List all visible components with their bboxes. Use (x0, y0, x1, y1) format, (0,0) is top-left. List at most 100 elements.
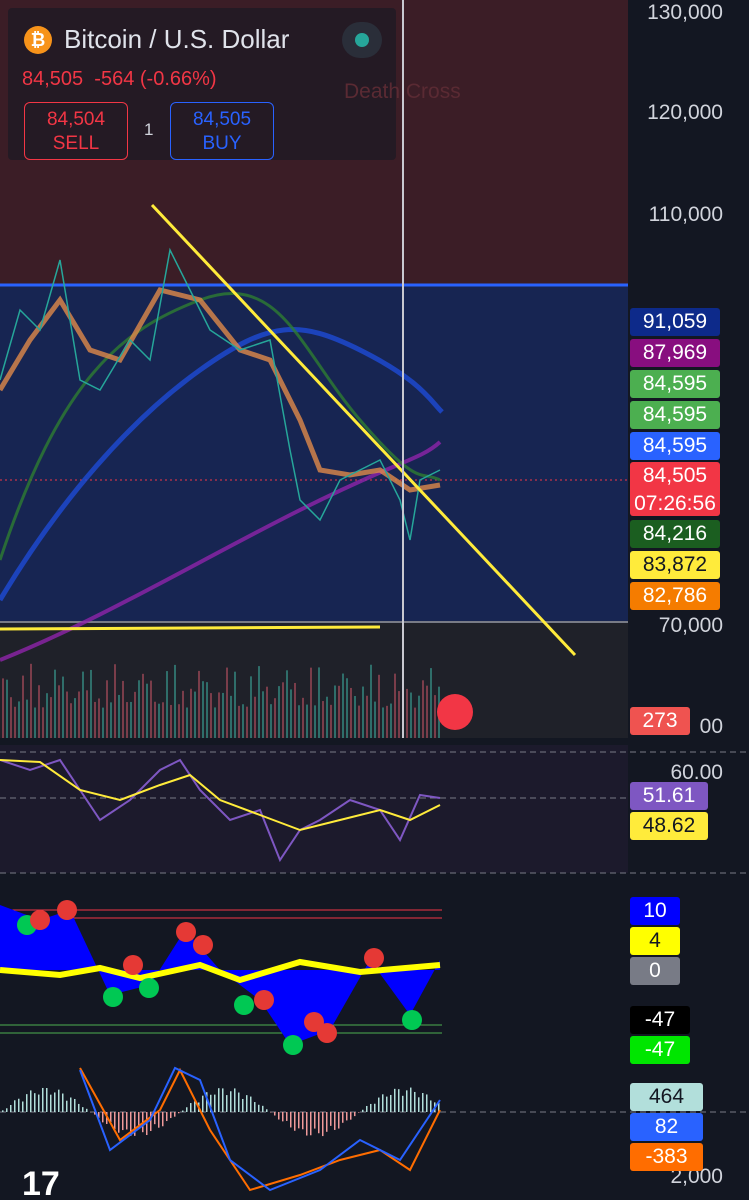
histogram-bar (58, 1089, 60, 1112)
volume-bar (190, 688, 192, 738)
histogram-bar (398, 1089, 400, 1112)
histogram-bar (234, 1088, 236, 1112)
badge-text: 0 (649, 959, 661, 982)
volume-bar (70, 703, 72, 738)
badge-time: 07:26:56 (634, 492, 716, 515)
histogram-bar (318, 1112, 320, 1134)
price-badge: -47 (630, 1036, 690, 1064)
histogram-bar (314, 1112, 316, 1129)
histogram-bar (382, 1094, 384, 1112)
badge-text: 84,216 (642, 522, 708, 545)
histogram-bar (394, 1088, 396, 1112)
volume-bar (258, 666, 260, 738)
price-badge: 10 (630, 897, 680, 925)
price-badge: 82 (630, 1113, 703, 1141)
sell-label: SELL (52, 133, 100, 154)
volume-bar (62, 676, 64, 738)
volume-bar (286, 670, 288, 738)
spread: 1 (144, 120, 154, 139)
volume-bar (410, 692, 412, 738)
histogram-bar (10, 1104, 12, 1112)
volume-bar (394, 673, 396, 738)
badge-text: 4 (649, 929, 661, 952)
volume-bar (26, 699, 28, 738)
volume-bar (298, 705, 300, 738)
histogram-bar (38, 1094, 40, 1112)
volume-bar (230, 695, 232, 738)
volume-bar (18, 701, 20, 738)
histogram-bar (194, 1101, 196, 1112)
price-badge: 84,595 (630, 401, 720, 429)
histogram-bar (366, 1105, 368, 1112)
histogram-bar (262, 1105, 264, 1112)
histogram-bar (358, 1112, 360, 1113)
volume-bar (322, 701, 324, 738)
volume-bar (46, 693, 48, 738)
histogram-bar (282, 1112, 284, 1122)
histogram-bar (238, 1092, 240, 1112)
histogram-bar (306, 1112, 308, 1136)
volume-bar (266, 686, 268, 738)
badge-text: 82,786 (642, 584, 708, 607)
volume-bar (382, 707, 384, 738)
volume-bar (154, 701, 156, 738)
histogram-bar (378, 1097, 380, 1112)
price-change: -564 (-0.66%) (94, 68, 217, 90)
coin-icon: ₿ (24, 26, 52, 54)
price-badge: -47 (630, 1006, 690, 1034)
histogram-bar (230, 1091, 232, 1112)
histogram-bar (54, 1092, 56, 1112)
volume-bar (10, 697, 12, 738)
histogram-bar (2, 1110, 4, 1112)
histogram-bar (346, 1112, 348, 1121)
histogram-bar (254, 1102, 256, 1112)
volume-bar (222, 692, 224, 738)
sell-price: 84,504 (46, 109, 106, 130)
volume-bar (302, 697, 304, 738)
volume-bar (42, 707, 44, 738)
volume-bar (346, 678, 348, 738)
histogram-bar (98, 1112, 100, 1118)
histogram-bar (322, 1112, 324, 1137)
histogram-bar (298, 1112, 300, 1129)
sell-button[interactable]: 84,504 SELL (24, 102, 128, 160)
buy-button[interactable]: 84,505 BUY (170, 102, 274, 160)
volume-bar (34, 707, 36, 738)
volume-bar (210, 693, 212, 738)
axis-label: 00 (699, 715, 723, 738)
histogram-bar (126, 1112, 128, 1130)
histogram-bar (286, 1112, 288, 1121)
histogram-bar (246, 1095, 248, 1112)
volume-bar (430, 668, 432, 738)
histogram-bar (186, 1107, 188, 1112)
last-price: 84,505 (22, 68, 84, 90)
histogram-bar (370, 1103, 372, 1112)
histogram-bar (310, 1112, 312, 1136)
price-badge: 84,595 (630, 370, 720, 398)
price-badge: 84,505 07:26:56 (630, 462, 720, 516)
volume-bar (358, 705, 360, 738)
histogram-bar (70, 1097, 72, 1112)
volume-bar (194, 691, 196, 738)
volume-bar (122, 680, 124, 738)
histogram-bar (354, 1112, 356, 1117)
volume-bar (158, 703, 160, 738)
volume-bar (94, 701, 96, 738)
market-status[interactable] (342, 22, 382, 58)
histogram-bar (430, 1100, 432, 1112)
histogram-bar (34, 1093, 36, 1112)
rsi-pane (0, 745, 628, 873)
volume-bar (330, 704, 332, 738)
ma-blue (0, 327, 444, 602)
macd-histogram (2, 1087, 440, 1137)
histogram-bar (30, 1090, 32, 1112)
volume-bar (434, 695, 436, 738)
symbol-title: Bitcoin / U.S. Dollar (64, 24, 290, 54)
buy-price: 84,505 (192, 109, 252, 130)
volume-bar (170, 704, 172, 738)
osc-area (0, 905, 440, 1045)
volume-bar (78, 691, 80, 738)
price-badge: 87,969 (630, 339, 720, 367)
volume-bar (150, 680, 152, 738)
histogram-bar (26, 1094, 28, 1112)
